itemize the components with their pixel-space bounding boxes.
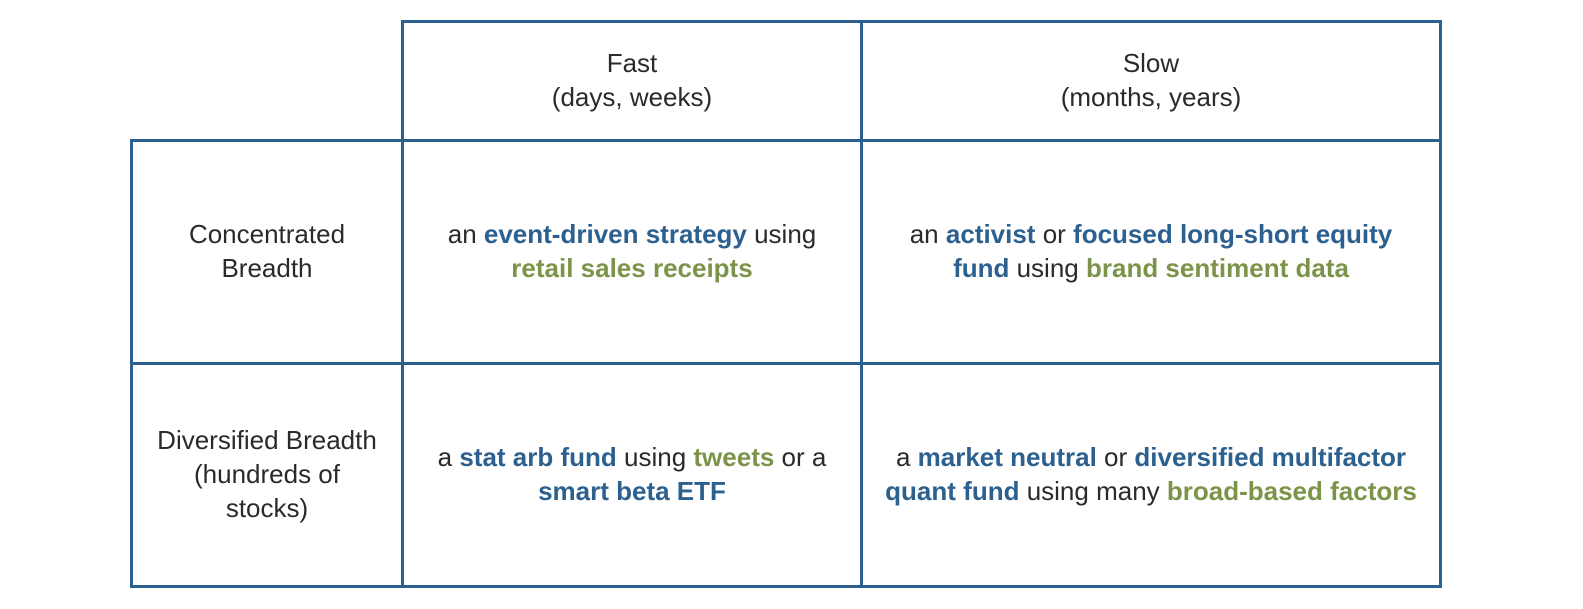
cell-text-segment: event-driven strategy [484, 219, 747, 249]
cell-text-segment: or [1035, 219, 1073, 249]
cell-text-segment: using many [1019, 476, 1166, 506]
cell-text-segment: stat arb fund [459, 442, 616, 472]
cell-text-segment: a [438, 442, 460, 472]
cell-text-segment: an [448, 219, 484, 249]
row-header-concentrated: Concentrated Breadth [132, 141, 403, 364]
strategy-matrix: Fast (days, weeks) Slow (months, years) … [130, 20, 1442, 588]
col-header-title: Fast [422, 47, 842, 81]
cell-text-segment: an [910, 219, 946, 249]
cell-concentrated-fast: an event-driven strategy using retail sa… [403, 141, 862, 364]
col-header-title: Slow [881, 47, 1421, 81]
cell-diversified-fast: a stat arb fund using tweets or a smart … [403, 364, 862, 587]
cell-text-segment: a [896, 442, 918, 472]
row-header-title: Concentrated Breadth [151, 218, 383, 286]
col-header-subtitle: (months, years) [881, 81, 1421, 115]
cell-text-segment: broad-based factors [1167, 476, 1417, 506]
cell-text-segment: tweets [693, 442, 774, 472]
cell-text-segment: brand sentiment data [1086, 253, 1349, 283]
cell-text-segment: retail sales receipts [511, 253, 752, 283]
col-header-slow: Slow (months, years) [862, 22, 1441, 141]
cell-text-segment: market neutral [918, 442, 1097, 472]
cell-text-segment: smart beta ETF [538, 476, 726, 506]
row-header-title: Diversified Breadth [151, 424, 383, 458]
col-header-fast: Fast (days, weeks) [403, 22, 862, 141]
col-header-subtitle: (days, weeks) [422, 81, 842, 115]
cell-text-segment: activist [946, 219, 1036, 249]
cell-text-segment: using [747, 219, 816, 249]
matrix-corner [132, 22, 403, 141]
cell-text-segment: using [617, 442, 694, 472]
cell-text-segment: or [1097, 442, 1135, 472]
row-header-diversified: Diversified Breadth (hundreds of stocks) [132, 364, 403, 587]
cell-text-segment: using [1009, 253, 1086, 283]
cell-diversified-slow: a market neutral or diversified multifac… [862, 364, 1441, 587]
cell-text-segment: or a [774, 442, 826, 472]
cell-concentrated-slow: an activist or focused long-short equity… [862, 141, 1441, 364]
row-header-subtitle: (hundreds of stocks) [151, 458, 383, 526]
